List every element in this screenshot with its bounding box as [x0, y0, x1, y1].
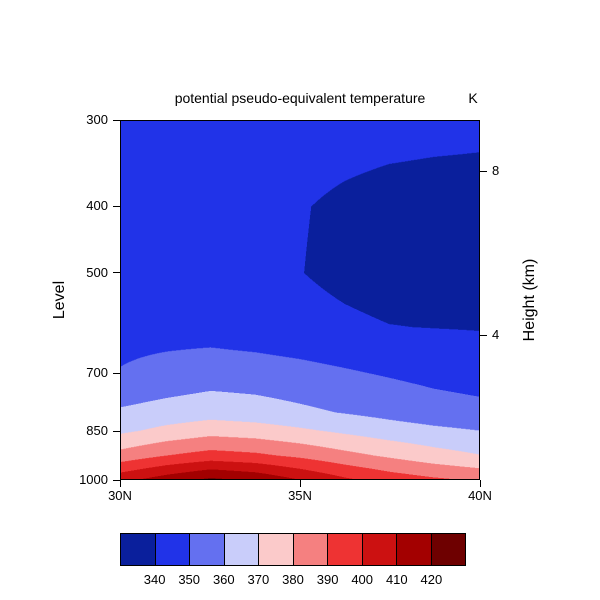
plot-area — [120, 120, 480, 480]
x-tick-label: 35N — [288, 488, 312, 503]
x-tick-label: 40N — [468, 488, 492, 503]
chart-title: potential pseudo-equivalent temperature — [174, 90, 426, 106]
colorbar-label: 370 — [247, 572, 270, 587]
units-label: K — [468, 90, 478, 106]
colorbar-label: 420 — [420, 572, 443, 587]
colorbar-box — [120, 533, 156, 566]
y-right-tick-label: 8 — [492, 163, 500, 179]
colorbar-box — [327, 533, 363, 566]
colorbar-box — [189, 533, 225, 566]
y-axis-label-left: Level — [51, 280, 68, 320]
x-tick-mark — [119, 480, 121, 487]
colorbar-box — [154, 533, 190, 566]
y-left-tick-label: 850 — [86, 423, 108, 439]
colorbar-box — [258, 533, 294, 566]
y-left-tick-mark — [113, 430, 120, 432]
colorbar-label: 360 — [212, 572, 235, 587]
y-left-tick-mark — [113, 119, 120, 121]
colorbar-box — [430, 533, 466, 566]
y-right-tick-label: 4 — [492, 327, 500, 343]
contour-field-canvas — [121, 121, 479, 479]
colorbar-label: 400 — [351, 572, 374, 587]
colorbar-label: 380 — [282, 572, 304, 587]
colorbar-label: 340 — [143, 572, 166, 587]
colorbar-box — [223, 533, 259, 566]
colorbar-label: 350 — [178, 572, 201, 587]
y-right-tick-mark — [480, 170, 487, 172]
y-left-tick-label: 400 — [86, 198, 108, 214]
y-left-tick-mark — [113, 372, 120, 374]
colorbar — [120, 533, 466, 566]
x-tick-label: 30N — [108, 488, 132, 503]
y-left-tick-mark — [113, 479, 120, 481]
colorbar-box — [292, 533, 328, 566]
colorbar-label: 390 — [316, 572, 339, 587]
colorbar-box — [396, 533, 432, 566]
x-tick-mark — [299, 480, 301, 487]
colorbar-label: 410 — [385, 572, 408, 587]
y-right-tick-mark — [480, 334, 487, 336]
y-left-tick-mark — [113, 272, 120, 274]
y-axis-label-right: Height (km) — [521, 258, 538, 342]
y-left-tick-label: 1000 — [79, 472, 108, 487]
y-left-tick-mark — [113, 205, 120, 207]
colorbar-box — [361, 533, 397, 566]
x-tick-mark — [479, 480, 481, 487]
y-left-tick-label: 700 — [86, 365, 108, 381]
y-left-tick-label: 300 — [86, 112, 108, 127]
y-left-tick-label: 500 — [86, 264, 108, 280]
